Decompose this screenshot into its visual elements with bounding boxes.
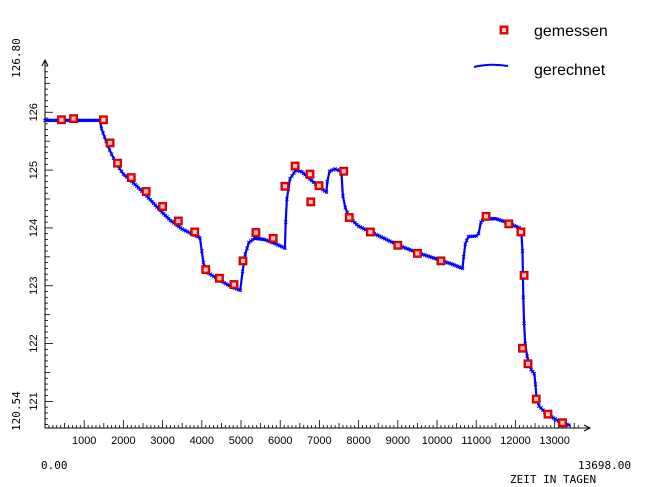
x-axis-title: ZEIT IN TAGEN <box>510 473 596 486</box>
measured-point-inner <box>72 117 76 121</box>
x-tick-label: 5000 <box>229 435 253 447</box>
legend-measured-marker-inner <box>502 28 506 32</box>
measured-point-inner <box>271 236 275 240</box>
measured-point-inner <box>522 273 526 277</box>
measured-point-inner <box>342 169 346 173</box>
x-tick-label: 7000 <box>307 435 331 447</box>
measured-point-inner <box>347 216 351 220</box>
legend: gemessen gerechnet <box>474 23 608 79</box>
x-tick-label: 2000 <box>111 435 135 447</box>
measured-point-inner <box>254 231 258 235</box>
legend-measured-label: gemessen <box>534 23 608 40</box>
measured-point-inner <box>204 268 208 272</box>
axis-labels: 0.00 13698.00 ZEIT IN TAGEN 126.80 120.5… <box>10 38 631 486</box>
measured-point-inner <box>560 421 564 425</box>
x-tick-label: 6000 <box>268 435 292 447</box>
y-tick-label: 123 <box>28 277 40 295</box>
measured-point-inner <box>439 259 443 263</box>
x-tick-label: 10000 <box>422 435 453 447</box>
measured-point-inner <box>108 141 112 145</box>
y-tick-label: 121 <box>28 392 40 410</box>
x-tick-label: 9000 <box>386 435 410 447</box>
measured-point-inner <box>241 259 245 263</box>
x-tick-label: 4000 <box>190 435 214 447</box>
y-tick-label: 125 <box>28 161 40 179</box>
measured-point-inner <box>144 189 148 193</box>
x-tick-label: 3000 <box>150 435 174 447</box>
y-max-label: 126.80 <box>10 38 23 78</box>
measured-point-inner <box>308 172 312 176</box>
measured-point-inner <box>520 346 524 350</box>
x-min-label: 0.00 <box>41 459 68 472</box>
measured-point-inner <box>415 251 419 255</box>
measured-point-inner <box>368 230 372 234</box>
measured-series <box>57 115 566 427</box>
measured-point-inner <box>317 184 321 188</box>
measured-point-inner <box>396 243 400 247</box>
measured-point-inner <box>507 222 511 226</box>
measured-point-inner <box>129 176 133 180</box>
legend-computed-line <box>474 65 508 67</box>
measured-point-inner <box>176 219 180 223</box>
measured-point-inner <box>309 200 313 204</box>
computed-series <box>43 119 570 427</box>
measured-point-inner <box>193 230 197 234</box>
axes: 1000 2000 3000 4000 5000 6000 7000 8000 9000 1000… <box>28 60 590 447</box>
measured-point-inner <box>232 283 236 287</box>
measured-point-inner <box>293 164 297 168</box>
measured-point-inner <box>519 230 523 234</box>
measured-point-inner <box>534 397 538 401</box>
measured-point-inner <box>101 118 105 122</box>
measured-point-inner <box>283 184 287 188</box>
x-tick-label: 1000 <box>72 435 96 447</box>
measured-point-inner <box>116 161 120 165</box>
x-tick-label: 11000 <box>461 435 491 447</box>
measured-point-inner <box>161 205 165 209</box>
y-tick-label: 122 <box>28 334 40 352</box>
y-min-label: 120.54 <box>10 391 23 431</box>
y-tick-label: 126 <box>28 103 40 121</box>
x-tick-label: 13000 <box>539 435 570 447</box>
x-max-label: 13698.00 <box>578 459 631 472</box>
measured-point-inner <box>526 362 530 366</box>
x-tick-label: 12000 <box>500 435 531 447</box>
x-tick-label: 8000 <box>346 435 370 447</box>
legend-computed-label: gerechnet <box>534 62 606 79</box>
measured-point-inner <box>217 276 221 280</box>
computed-line <box>45 120 570 425</box>
measured-point-inner <box>484 214 488 218</box>
measured-point-inner <box>546 412 550 416</box>
measured-point-inner <box>59 118 63 122</box>
y-tick-label: 124 <box>28 219 40 237</box>
